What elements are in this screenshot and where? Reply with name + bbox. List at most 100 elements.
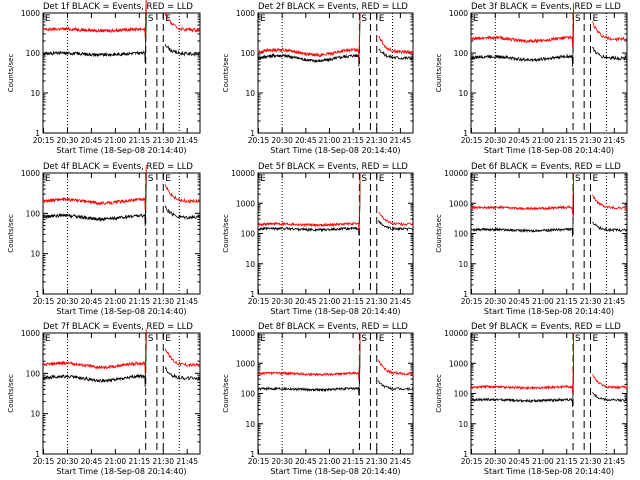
y-tick-label: 1 [35,290,40,299]
x-tick-label: 21:15 [129,297,151,306]
x-tick-label: 20:15 [248,457,270,466]
y-axis-label: Counts/sec [435,214,443,253]
x-tick-label: 21:45 [390,136,412,145]
x-axis-label: Start Time (18-Sep-08 20:14:40) [56,146,186,155]
y-tick-label: 100 [241,49,256,58]
x-tick-label: 20:45 [295,136,317,145]
y-tick-label: 100 [26,209,41,218]
plot-title: Det 7f BLACK = Events, RED = LLD [43,322,193,332]
series-events-line [257,12,361,67]
plot-panel-1: Det 1f BLACK = Events, RED = LLD Counts/s… [7,0,201,155]
plot-panel-9: Det 9f BLACK = Events, RED = LLD Counts/s… [435,322,628,476]
plot-panel-3: Det 3f BLACK = Events, RED = LLD Counts/s… [435,2,628,155]
marker-label-start: E [260,174,266,184]
y-tick-label: 10 [245,89,255,98]
marker-label-occult1: S [361,174,367,184]
x-tick-label: 20:45 [508,457,530,466]
plot-title: Det 5f BLACK = Events, RED = LLD [258,162,408,172]
y-tick-label: 10000 [444,169,468,178]
marker-label-occult1: S [361,14,367,24]
y-tick-label: 1000 [449,359,468,368]
y-tick-label: 100 [454,49,469,58]
series-lld-line [378,35,414,55]
x-tick-label: 21:15 [342,136,364,145]
series-lld-line [42,0,147,39]
x-tick-label: 21:30 [580,297,602,306]
x-tick-label: 21:15 [129,457,151,466]
series-events-line [164,204,201,220]
series-lld-line [42,164,147,211]
x-tick-label: 21:00 [105,297,127,306]
y-tick-label: 100 [241,390,256,399]
series-events-line [470,332,574,407]
x-axis-label: Start Time (18-Sep-08 20:14:40) [484,146,614,155]
series-events-line [592,46,628,62]
y-axis-label: Counts/sec [222,374,230,413]
y-tick-label: 100 [26,49,41,58]
x-tick-label: 20:30 [57,457,79,466]
y-tick-label: 1000 [236,9,255,18]
x-tick-label: 21:45 [603,297,625,306]
marker-label-occult1: S [575,14,581,24]
plot-frame [257,12,414,134]
x-tick-label: 20:15 [461,136,483,145]
x-tick-label: 21:15 [556,136,578,145]
x-tick-label: 21:15 [556,297,578,306]
x-tick-label: 20:15 [33,457,55,466]
y-tick-label: 1 [463,450,468,459]
series-lld-line [164,348,201,368]
y-tick-label: 100 [241,230,256,239]
x-tick-label: 21:30 [366,136,388,145]
y-axis-label: Counts/sec [435,54,443,93]
x-tick-label: 21:30 [580,136,602,145]
y-tick-label: 1 [250,450,255,459]
y-tick-label: 1 [463,290,468,299]
x-axis-label: Start Time (18-Sep-08 20:14:40) [56,467,186,476]
series-lld-line [257,172,361,232]
series-events-line [257,332,361,396]
x-tick-label: 21:45 [176,136,198,145]
series-events-line [164,43,201,57]
x-axis-label: Start Time (18-Sep-08 20:14:40) [56,307,186,316]
x-axis-label: Start Time (18-Sep-08 20:14:40) [484,467,614,476]
series-events-line [257,172,361,236]
x-tick-label: 20:30 [57,297,79,306]
marker-label-occult1: S [148,174,154,184]
y-axis-label: Counts/sec [435,374,443,413]
series-lld-line [257,12,361,62]
marker-label-start: E [473,14,479,24]
y-tick-label: 10 [458,260,468,269]
y-tick-label: 1 [250,129,255,138]
plot-frame [470,172,628,295]
series-events-line [378,380,414,391]
x-tick-label: 21:00 [532,457,554,466]
series-events-line [592,391,628,403]
y-tick-label: 10000 [231,169,255,178]
marker-label-occult1: S [148,14,154,24]
x-tick-label: 21:30 [366,457,388,466]
marker-label-occult1: S [575,174,581,184]
y-tick-label: 10 [30,89,40,98]
y-tick-label: 100 [454,230,469,239]
y-axis-label: Counts/sec [7,54,15,93]
x-tick-label: 21:00 [319,136,341,145]
marker-label-start: E [45,14,51,24]
y-tick-label: 100 [454,390,469,399]
x-tick-label: 21:45 [176,457,198,466]
y-axis-label: Counts/sec [7,214,15,253]
series-lld-line [257,332,361,381]
x-tick-label: 21:30 [580,457,602,466]
series-lld-line [164,12,201,33]
plot-frame [42,12,201,134]
marker-label-occult2: E [379,174,385,184]
marker-label-occult1: S [575,334,581,344]
y-axis-label: Counts/sec [222,54,230,93]
marker-label-occult2: E [379,14,385,24]
marker-label-start: E [473,334,479,344]
y-tick-label: 1000 [449,199,468,208]
y-tick-label: 1 [250,290,255,299]
y-axis-label: Counts/sec [222,214,230,253]
plot-frame [470,12,628,134]
plot-frame [470,332,628,455]
